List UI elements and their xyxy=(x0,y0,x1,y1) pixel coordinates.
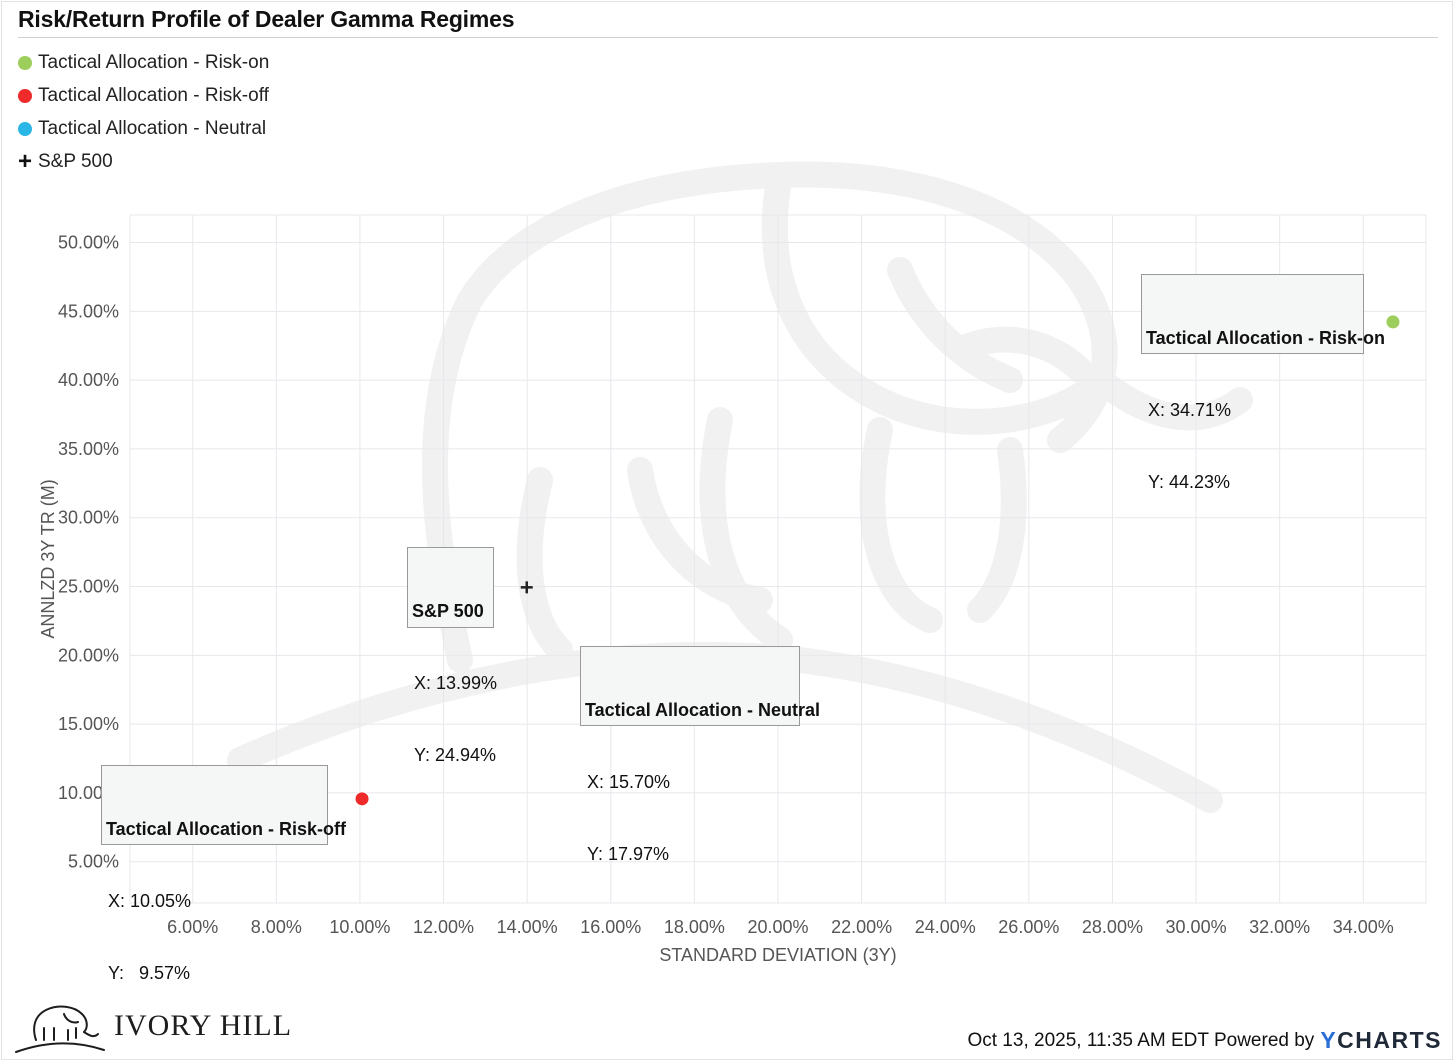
tooltip-risk-off-x: X: 10.05% xyxy=(108,891,192,911)
y-axis-title: ANNLZD 3Y TR (M) xyxy=(38,479,58,638)
tooltip-sp500: S&P 500 X: 13.99% Y: 24.94% xyxy=(407,547,497,765)
tooltip-sp500-y: Y: 24.94% xyxy=(414,745,497,765)
tooltip-risk-off-title: Tactical Allocation - Risk-off xyxy=(106,819,347,839)
x-tick-label: 18.00% xyxy=(664,917,725,937)
ycharts-logo[interactable]: YCHARTS xyxy=(1320,1027,1442,1054)
legend-marker-risk-on xyxy=(18,56,32,70)
tooltip-sp500-x: X: 13.99% xyxy=(414,673,498,693)
x-tick-label: 24.00% xyxy=(915,917,976,937)
tooltip-risk-off: Tactical Allocation - Risk-off X: 10.05%… xyxy=(101,765,347,983)
x-tick-label: 8.00% xyxy=(251,917,302,937)
y-tick-label: 5.00% xyxy=(68,852,119,872)
x-tick-label: 10.00% xyxy=(329,917,390,937)
y-tick-label: 30.00% xyxy=(58,508,119,528)
legend-marker-neutral xyxy=(18,122,32,136)
y-tick-label: 40.00% xyxy=(58,370,119,390)
x-tick-label: 20.00% xyxy=(747,917,808,937)
chart-footer: Oct 13, 2025, 11:35 AM EDT Powered by YC… xyxy=(967,1027,1442,1054)
tooltip-risk-on-x: X: 34.71% xyxy=(1148,400,1232,420)
timestamp: Oct 13, 2025, 11:35 AM EDT xyxy=(967,1029,1209,1051)
ycharts-logo-text: CHARTS xyxy=(1337,1027,1442,1053)
legend-item-risk-on[interactable]: Tactical Allocation - Risk-on xyxy=(18,51,269,75)
point-risk-off[interactable] xyxy=(354,791,370,807)
tooltip-neutral-title: Tactical Allocation - Neutral xyxy=(585,700,821,720)
company-name: IVORY HILL xyxy=(114,1009,293,1042)
tooltip-risk-on-title: Tactical Allocation - Risk-on xyxy=(1146,328,1386,348)
y-tick-label: 20.00% xyxy=(58,645,119,665)
legend-item-sp500[interactable]: + S&P 500 xyxy=(18,150,113,174)
ycharts-logo-y: Y xyxy=(1320,1027,1338,1053)
x-tick-label: 28.00% xyxy=(1082,917,1143,937)
y-tick-label: 15.00% xyxy=(58,714,119,734)
x-tick-label: 30.00% xyxy=(1166,917,1227,937)
tooltip-neutral-y: Y: 17.97% xyxy=(587,844,670,864)
x-tick-label: 6.00% xyxy=(167,917,218,937)
legend-label-neutral: Tactical Allocation - Neutral xyxy=(38,118,267,139)
x-tick-label: 34.00% xyxy=(1333,917,1394,937)
chart-title: Risk/Return Profile of Dealer Gamma Regi… xyxy=(18,6,515,32)
tooltip-risk-off-y: Y: 9.57% xyxy=(108,963,191,983)
y-tick-label: 35.00% xyxy=(58,439,119,459)
legend-label-risk-off: Tactical Allocation - Risk-off xyxy=(38,85,269,106)
legend-label-sp500: S&P 500 xyxy=(38,151,113,172)
legend-marker-sp500: + xyxy=(18,148,33,175)
point-sp500[interactable] xyxy=(520,581,533,594)
legend-label-risk-on: Tactical Allocation - Risk-on xyxy=(38,52,270,73)
y-gridlines xyxy=(130,242,1426,863)
tooltip-neutral-x: X: 15.70% xyxy=(587,772,671,792)
x-tick-label: 16.00% xyxy=(580,917,641,937)
x-axis-title: STANDARD DEVIATION (3Y) xyxy=(659,945,896,965)
tooltip-risk-on: Tactical Allocation - Risk-on X: 34.71% … xyxy=(1141,274,1386,492)
y-tick-label: 45.00% xyxy=(58,301,119,321)
x-tick-label: 14.00% xyxy=(497,917,558,937)
x-tick-label: 22.00% xyxy=(831,917,892,937)
x-tick-label: 26.00% xyxy=(998,917,1059,937)
tooltip-neutral: Tactical Allocation - Neutral X: 15.70% … xyxy=(580,646,821,864)
tooltip-risk-on-y: Y: 44.23% xyxy=(1148,472,1231,492)
tooltip-sp500-title: S&P 500 xyxy=(412,601,484,621)
point-risk-on[interactable] xyxy=(1385,314,1401,330)
legend-marker-risk-off xyxy=(18,89,32,103)
y-tick-label: 25.00% xyxy=(58,577,119,597)
legend-item-risk-off[interactable]: Tactical Allocation - Risk-off xyxy=(18,84,269,108)
x-tick-label: 12.00% xyxy=(413,917,474,937)
x-tick-labels: 6.00% 8.00% 10.00% 12.00% 14.00% 16.00% 18.00%… xyxy=(167,917,1394,937)
title-divider xyxy=(18,37,1438,38)
y-tick-label: 50.00% xyxy=(58,233,119,253)
powered-by-label: Powered by xyxy=(1213,1029,1315,1051)
x-gridlines xyxy=(192,215,1364,903)
x-tick-label: 32.00% xyxy=(1249,917,1310,937)
elephant-icon xyxy=(15,1005,105,1053)
legend-item-neutral[interactable]: Tactical Allocation - Neutral xyxy=(18,117,266,141)
